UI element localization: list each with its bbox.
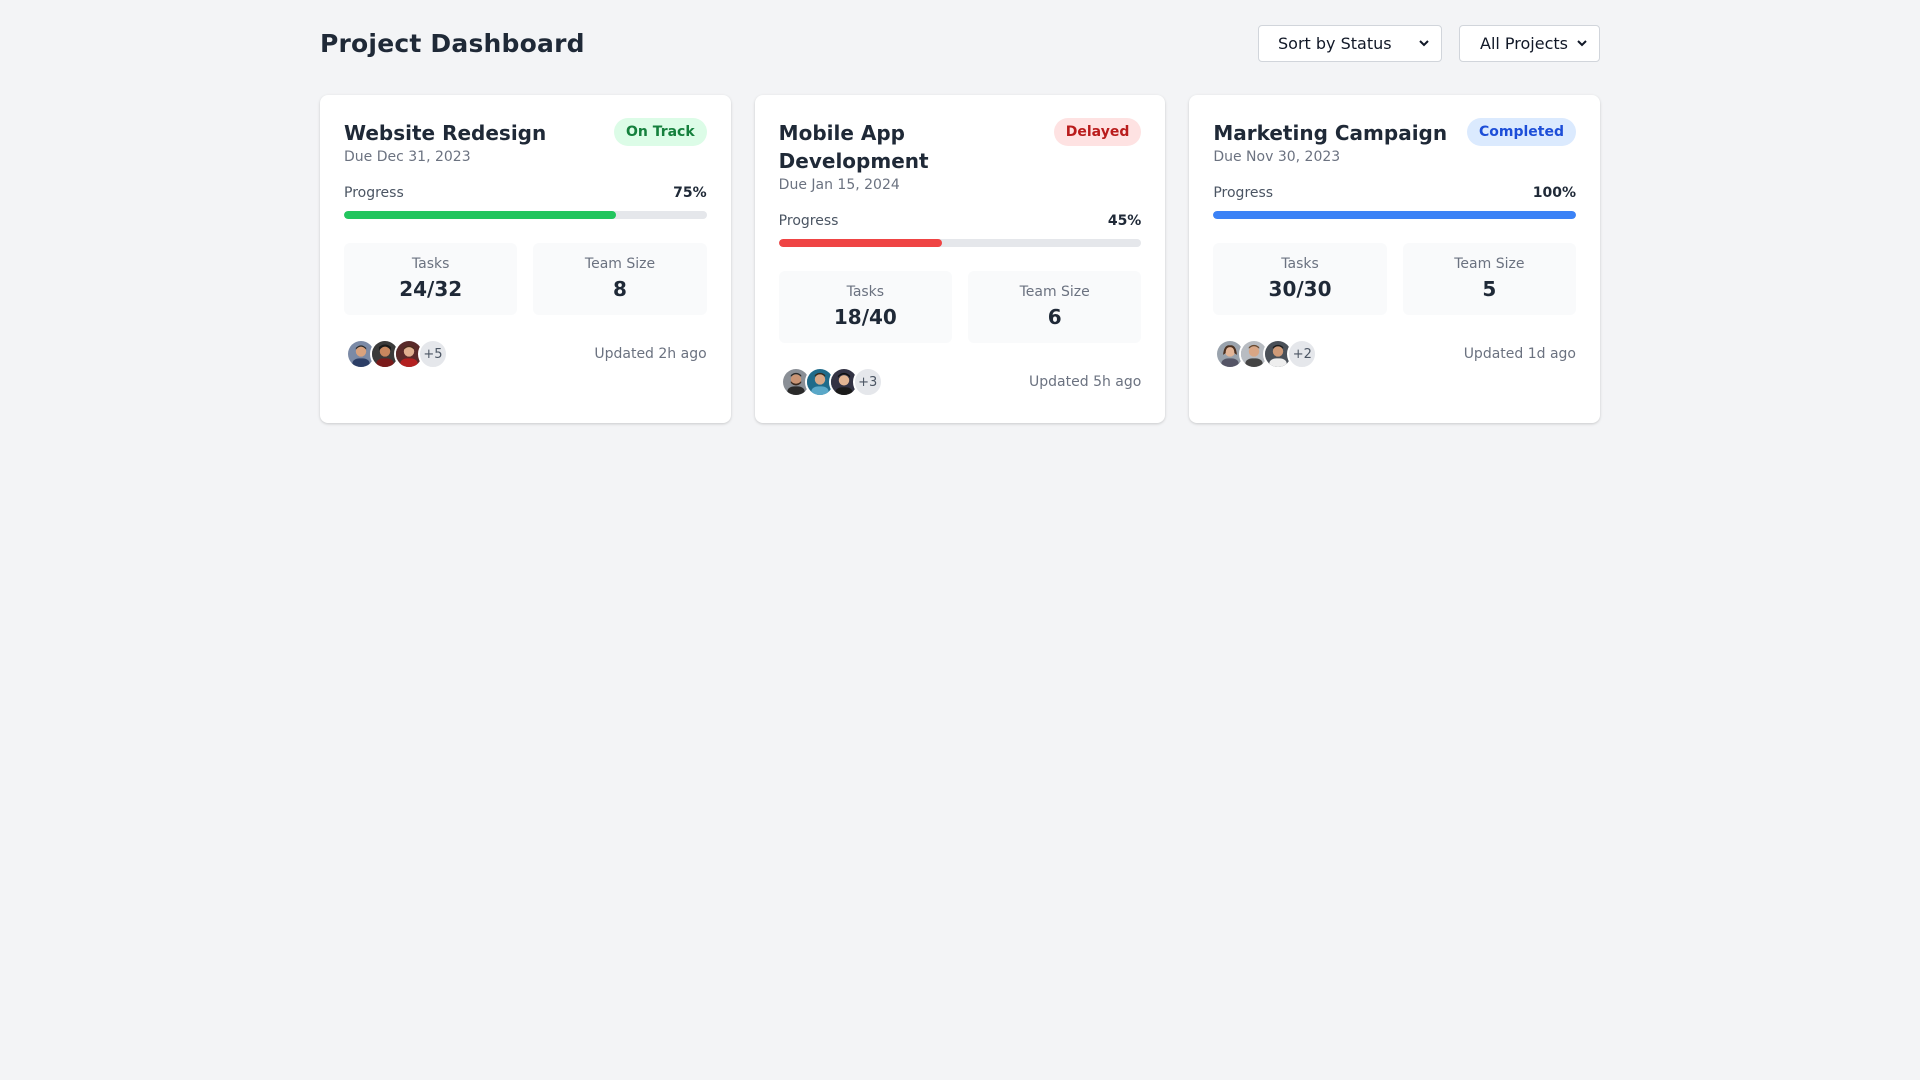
tasks-label: Tasks	[411, 256, 450, 272]
page-title: Project Dashboard	[320, 28, 585, 58]
updated-time: Updated 2h ago	[594, 346, 707, 362]
due-date: Due Nov 30, 2023	[1213, 149, 1341, 165]
team-size-label: Team Size	[1019, 284, 1090, 300]
team-avatars[interactable]: +3	[779, 367, 883, 397]
tasks-value: 30/30	[1268, 277, 1332, 301]
project-card[interactable]: Mobile App Development Due Jan 15, 2024 …	[754, 95, 1166, 423]
team-size-stat: Team Size 5	[1402, 243, 1577, 315]
project-cards: Website Redesign Due Dec 31, 2023 On Tra…	[320, 95, 1601, 423]
progress-bar	[1213, 211, 1577, 219]
tasks-value: 24/32	[399, 277, 463, 301]
team-size-stat: Team Size 6	[968, 271, 1142, 343]
stats: Tasks 18/40 Team Size 6	[778, 271, 1142, 343]
tasks-label: Tasks	[846, 284, 885, 300]
due-date: Due Jan 15, 2024	[778, 177, 900, 193]
card-footer: +5 Updated 2h ago	[344, 339, 707, 369]
more-members-count[interactable]: +3	[852, 367, 883, 397]
team-avatars[interactable]: +2	[1213, 339, 1318, 369]
progress-header: Progress 75%	[344, 183, 707, 203]
avatar[interactable]	[370, 339, 400, 369]
chevron-down-icon	[1419, 40, 1429, 47]
progress-label: Progress	[778, 213, 839, 229]
status-badge: On Track	[613, 118, 707, 146]
progress-label: Progress	[344, 185, 404, 201]
avatar[interactable]	[346, 339, 376, 369]
dashboard: Project Dashboard Sort by Status All Pro…	[320, 0, 1601, 423]
card-footer: +2 Updated 1d ago	[1213, 339, 1576, 369]
avatar[interactable]	[394, 339, 424, 369]
sort-select-value: Sort by Status	[1278, 33, 1392, 53]
team-size-value: 6	[1047, 305, 1062, 329]
project-title: Mobile App Development	[778, 121, 929, 173]
due-date: Due Dec 31, 2023	[344, 149, 471, 165]
avatar[interactable]	[828, 367, 859, 397]
progress-bar	[344, 211, 707, 219]
card-header: Mobile App Development Due Jan 15, 2024 …	[778, 118, 1142, 195]
status-badge: Delayed	[1053, 118, 1142, 146]
project-card[interactable]: Website Redesign Due Dec 31, 2023 On Tra…	[320, 95, 731, 423]
progress-bar	[778, 239, 1142, 247]
more-members-count[interactable]: +5	[418, 339, 448, 369]
avatar[interactable]	[804, 367, 835, 397]
card-header: Website Redesign Due Dec 31, 2023 On Tra…	[344, 118, 707, 167]
team-avatars[interactable]: +5	[344, 339, 448, 369]
updated-time: Updated 5h ago	[1029, 374, 1142, 390]
progress-value: 75%	[673, 185, 707, 201]
project-title: Website Redesign	[344, 121, 547, 145]
progress-value: 100%	[1532, 185, 1577, 201]
stats: Tasks 24/32 Team Size 8	[344, 243, 707, 315]
tasks-label: Tasks	[1281, 256, 1319, 272]
project-filter-value: All Projects	[1480, 33, 1568, 53]
progress-label: Progress	[1213, 185, 1274, 201]
status-badge: Completed	[1467, 118, 1577, 146]
team-size-stat: Team Size 8	[533, 243, 707, 315]
tasks-value: 18/40	[833, 305, 897, 329]
progress-header: Progress 45%	[779, 211, 1142, 231]
chevron-down-icon	[1577, 40, 1587, 47]
card-header: Marketing Campaign Due Nov 30, 2023 Comp…	[1213, 118, 1577, 167]
progress-value: 45%	[1107, 213, 1142, 229]
header-controls: Sort by Status All Projects	[1258, 24, 1600, 62]
tasks-stat: Tasks 18/40	[778, 271, 953, 343]
project-title: Marketing Campaign	[1213, 121, 1448, 145]
updated-time: Updated 1d ago	[1463, 346, 1577, 362]
team-size-value: 5	[1482, 277, 1497, 301]
avatar[interactable]	[1263, 339, 1294, 369]
team-size-value: 8	[613, 277, 627, 301]
avatar[interactable]	[780, 367, 811, 397]
stats: Tasks 30/30 Team Size 5	[1213, 243, 1577, 315]
team-size-label: Team Size	[1454, 256, 1525, 272]
progress-fill	[344, 211, 616, 219]
tasks-stat: Tasks 24/32	[344, 243, 518, 315]
sort-select[interactable]: Sort by Status	[1258, 24, 1442, 62]
team-size-label: Team Size	[584, 256, 656, 272]
card-footer: +3 Updated 5h ago	[779, 367, 1142, 397]
more-members-count[interactable]: +2	[1287, 339, 1318, 369]
avatar[interactable]	[1215, 339, 1246, 369]
project-filter-select[interactable]: All Projects	[1459, 24, 1600, 62]
header: Project Dashboard Sort by Status All Pro…	[320, 0, 1600, 86]
tasks-stat: Tasks 30/30	[1213, 243, 1387, 315]
progress-fill	[778, 239, 942, 247]
progress-fill	[1213, 211, 1577, 219]
progress-header: Progress 100%	[1213, 183, 1576, 203]
project-card[interactable]: Marketing Campaign Due Nov 30, 2023 Comp…	[1189, 95, 1601, 423]
